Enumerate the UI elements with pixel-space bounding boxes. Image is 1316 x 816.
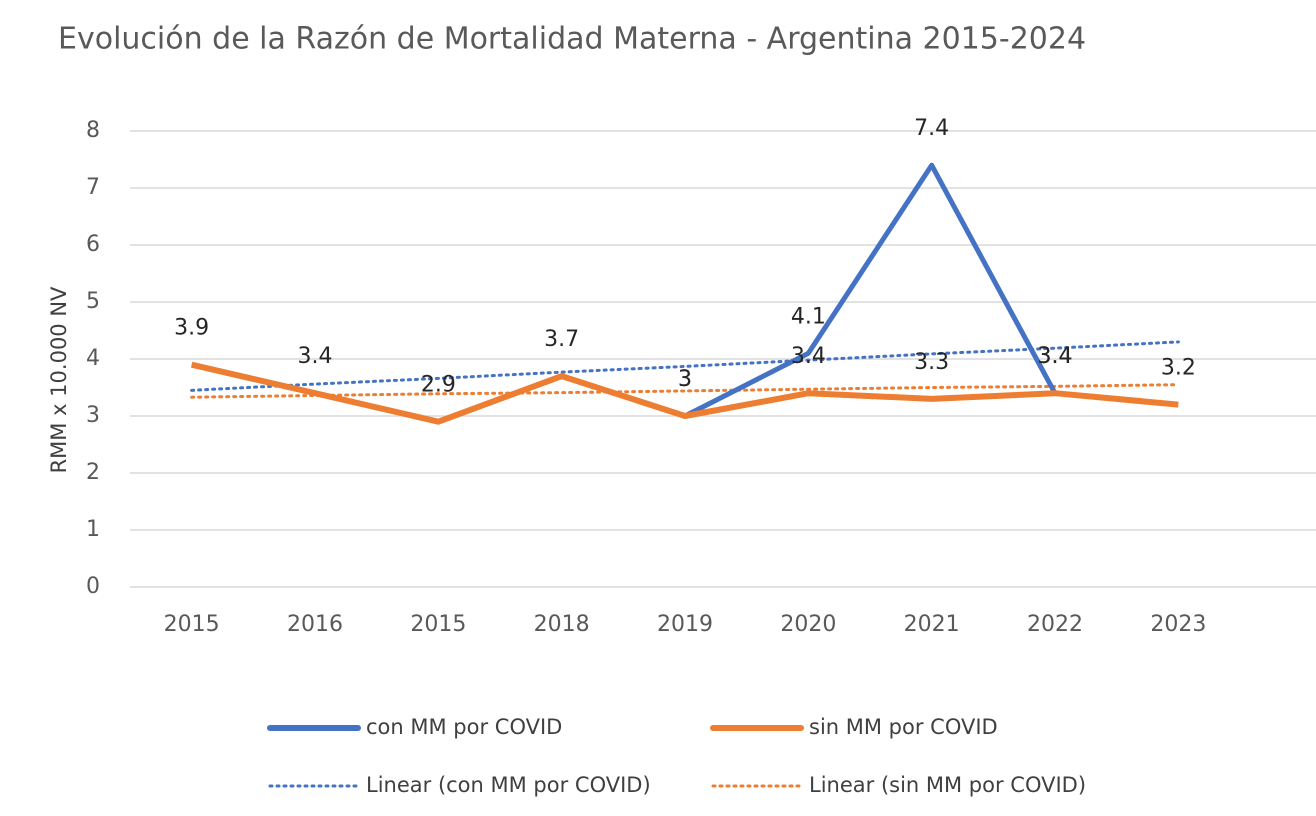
x-tick-label: 2023 (1150, 612, 1206, 637)
data-label: 3.3 (914, 350, 949, 375)
legend-label: Linear (con MM por COVID) (366, 773, 651, 797)
series-line (190, 361, 1179, 425)
y-axis-label: RMM x 10.000 NV (47, 286, 71, 473)
y-tick-label: 7 (86, 175, 100, 200)
y-tick-label: 0 (86, 574, 100, 599)
legend-label: sin MM por COVID (809, 715, 998, 739)
x-tick-label: 2015 (164, 612, 220, 637)
data-label: 7.4 (914, 116, 949, 141)
y-tick-label: 3 (86, 403, 100, 428)
data-label: 3 (678, 367, 692, 392)
y-tick-label: 6 (86, 232, 100, 257)
x-tick-label: 2022 (1027, 612, 1083, 637)
data-label: 3.4 (298, 344, 333, 369)
chart-title: Evolución de la Razón de Mortalidad Mate… (58, 22, 1086, 57)
y-tick-label: 2 (86, 460, 100, 485)
y-tick-label: 5 (86, 289, 100, 314)
data-label: 4.1 (791, 304, 826, 329)
data-label: 3.4 (1038, 344, 1073, 369)
legend-label: Linear (sin MM por COVID) (809, 773, 1086, 797)
legend-label: con MM por COVID (366, 715, 562, 739)
x-tick-label: 2016 (287, 612, 343, 637)
y-tick-label: 1 (86, 517, 100, 542)
data-label: 3 (678, 367, 692, 392)
data-label: 2.9 (421, 373, 456, 398)
data-label: 3.4 (791, 344, 826, 369)
x-tick-label: 2021 (904, 612, 960, 637)
data-label: 3.4 (1038, 344, 1073, 369)
x-tick-label: 2019 (657, 612, 713, 637)
series-line (683, 162, 1058, 419)
x-tick-label: 2020 (780, 612, 836, 637)
y-tick-label: 8 (86, 118, 100, 143)
y-tick-label: 4 (86, 346, 100, 371)
data-label: 3.7 (544, 327, 579, 352)
data-label: 3.9 (174, 316, 209, 341)
data-label: 3.2 (1161, 356, 1196, 381)
x-tick-label: 2015 (410, 612, 466, 637)
x-tick-label: 2018 (534, 612, 590, 637)
trend-line (190, 383, 1180, 399)
